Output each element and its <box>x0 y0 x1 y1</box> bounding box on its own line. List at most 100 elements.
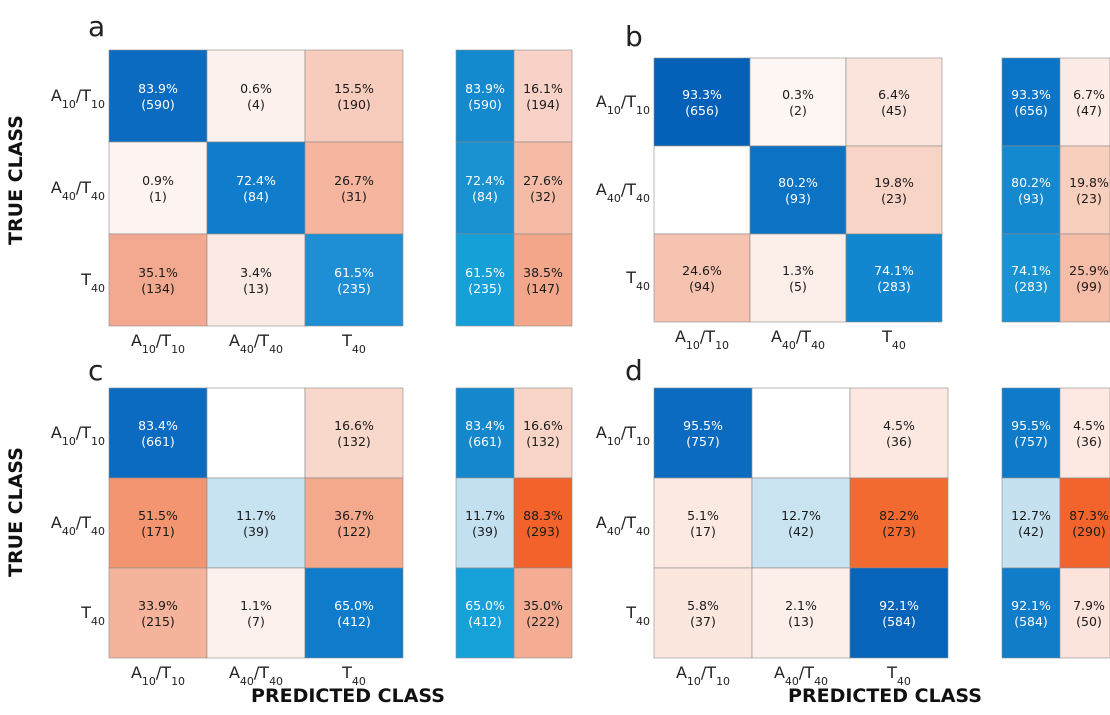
cell-count: (4) <box>247 97 265 112</box>
cell-count: (7) <box>247 614 265 629</box>
summary-percent: 6.7% <box>1073 87 1105 102</box>
matrix-cell <box>849 567 949 659</box>
summary-count: (757) <box>1014 434 1048 449</box>
matrix-cell <box>108 49 208 143</box>
panel-letter: c <box>88 354 103 387</box>
panel-c: c83.4%(661)16.6%(132)51.5%(171)11.7%(39)… <box>51 354 573 688</box>
summary-cell <box>455 141 515 235</box>
summary-count: (661) <box>468 434 502 449</box>
cell-percent: 80.2% <box>778 175 818 190</box>
panel-d: d95.5%(757)4.5%(36)5.1%(17)12.7%(42)82.2… <box>596 354 1110 688</box>
summary-percent: 88.3% <box>523 508 563 523</box>
matrix-cell <box>304 477 404 569</box>
cell-count: (412) <box>337 614 371 629</box>
summary-percent: 92.1% <box>1011 598 1051 613</box>
summary-count: (412) <box>468 614 502 629</box>
cell-count: (45) <box>881 103 907 118</box>
cell-percent: 6.4% <box>878 87 910 102</box>
row-tick-label: A40/T40 <box>596 180 650 205</box>
summary-count: (39) <box>472 524 498 539</box>
cell-percent: 83.9% <box>138 81 178 96</box>
summary-count: (194) <box>526 97 560 112</box>
summary-count: (590) <box>468 97 502 112</box>
summary-cell <box>455 49 515 143</box>
matrix-cell <box>304 49 404 143</box>
col-tick-label: T40 <box>341 331 366 356</box>
summary-count: (84) <box>472 189 498 204</box>
summary-percent: 38.5% <box>523 265 563 280</box>
summary-cell <box>455 387 515 479</box>
cell-count: (84) <box>243 189 269 204</box>
matrix-cell <box>849 477 949 569</box>
summary-percent: 35.0% <box>523 598 563 613</box>
matrix-cell <box>653 567 753 659</box>
summary-cell <box>513 567 573 659</box>
cell-count: (37) <box>690 614 716 629</box>
summary-percent: 95.5% <box>1011 418 1051 433</box>
summary-percent: 72.4% <box>465 173 505 188</box>
cell-percent: 16.6% <box>334 418 374 433</box>
summary-count: (222) <box>526 614 560 629</box>
summary-cell <box>513 387 573 479</box>
cell-count: (93) <box>785 191 811 206</box>
y-axis-title-top: TRUE CLASS <box>5 115 27 245</box>
row-tick-label: T40 <box>625 603 650 628</box>
summary-percent: 19.8% <box>1069 175 1109 190</box>
row-tick-label: A10/T10 <box>596 423 650 448</box>
cell-percent: 82.2% <box>879 508 919 523</box>
cell-percent: 1.3% <box>782 263 814 278</box>
x-axis-title-right: PREDICTED CLASS <box>788 685 982 707</box>
matrix-cell <box>749 145 847 235</box>
summary-cell <box>1001 57 1061 147</box>
cell-percent: 11.7% <box>236 508 276 523</box>
row-tick-label: A40/T40 <box>596 513 650 538</box>
col-tick-label: A10/T10 <box>131 331 185 356</box>
summary-cell <box>1059 477 1110 569</box>
matrix-cell <box>653 233 751 323</box>
cell-percent: 35.1% <box>138 265 178 280</box>
summary-count: (42) <box>1018 524 1044 539</box>
cell-count: (17) <box>690 524 716 539</box>
row-tick-label: A40/T40 <box>51 178 105 203</box>
matrix-cell <box>206 567 306 659</box>
cell-percent: 33.9% <box>138 598 178 613</box>
cell-percent: 26.7% <box>334 173 374 188</box>
summary-count: (290) <box>1072 524 1106 539</box>
cell-percent: 12.7% <box>781 508 821 523</box>
summary-percent: 27.6% <box>523 173 563 188</box>
cell-count: (134) <box>141 281 175 296</box>
panel-letter: b <box>625 20 643 53</box>
cell-percent: 19.8% <box>874 175 914 190</box>
col-tick-label: A10/T10 <box>675 327 729 352</box>
summary-cell <box>1001 145 1061 235</box>
cell-count: (273) <box>882 524 916 539</box>
summary-percent: 65.0% <box>465 598 505 613</box>
summary-count: (235) <box>468 281 502 296</box>
cell-count: (1) <box>149 189 167 204</box>
matrix-cell <box>749 233 847 323</box>
cell-count: (31) <box>341 189 367 204</box>
col-tick-label: A10/T10 <box>676 663 730 688</box>
cell-count: (190) <box>337 97 371 112</box>
y-axis-title-bottom: TRUE CLASS <box>5 447 27 577</box>
matrix-cell <box>108 567 208 659</box>
row-tick-label: T40 <box>80 603 105 628</box>
summary-count: (584) <box>1014 614 1048 629</box>
cell-count: (283) <box>877 279 911 294</box>
cell-count: (171) <box>141 524 175 539</box>
cell-percent: 5.8% <box>687 598 719 613</box>
cell-count: (42) <box>788 524 814 539</box>
cell-count: (23) <box>881 191 907 206</box>
cell-count: (235) <box>337 281 371 296</box>
cell-percent: 0.3% <box>782 87 814 102</box>
matrix-cell <box>751 477 851 569</box>
cell-count: (132) <box>337 434 371 449</box>
cell-percent: 83.4% <box>138 418 178 433</box>
matrix-cell <box>845 57 943 147</box>
col-tick-label: T40 <box>341 663 366 688</box>
matrix-cell <box>304 387 404 479</box>
summary-percent: 83.9% <box>465 81 505 96</box>
summary-cell <box>1001 233 1061 323</box>
summary-cell <box>513 477 573 569</box>
summary-percent: 93.3% <box>1011 87 1051 102</box>
